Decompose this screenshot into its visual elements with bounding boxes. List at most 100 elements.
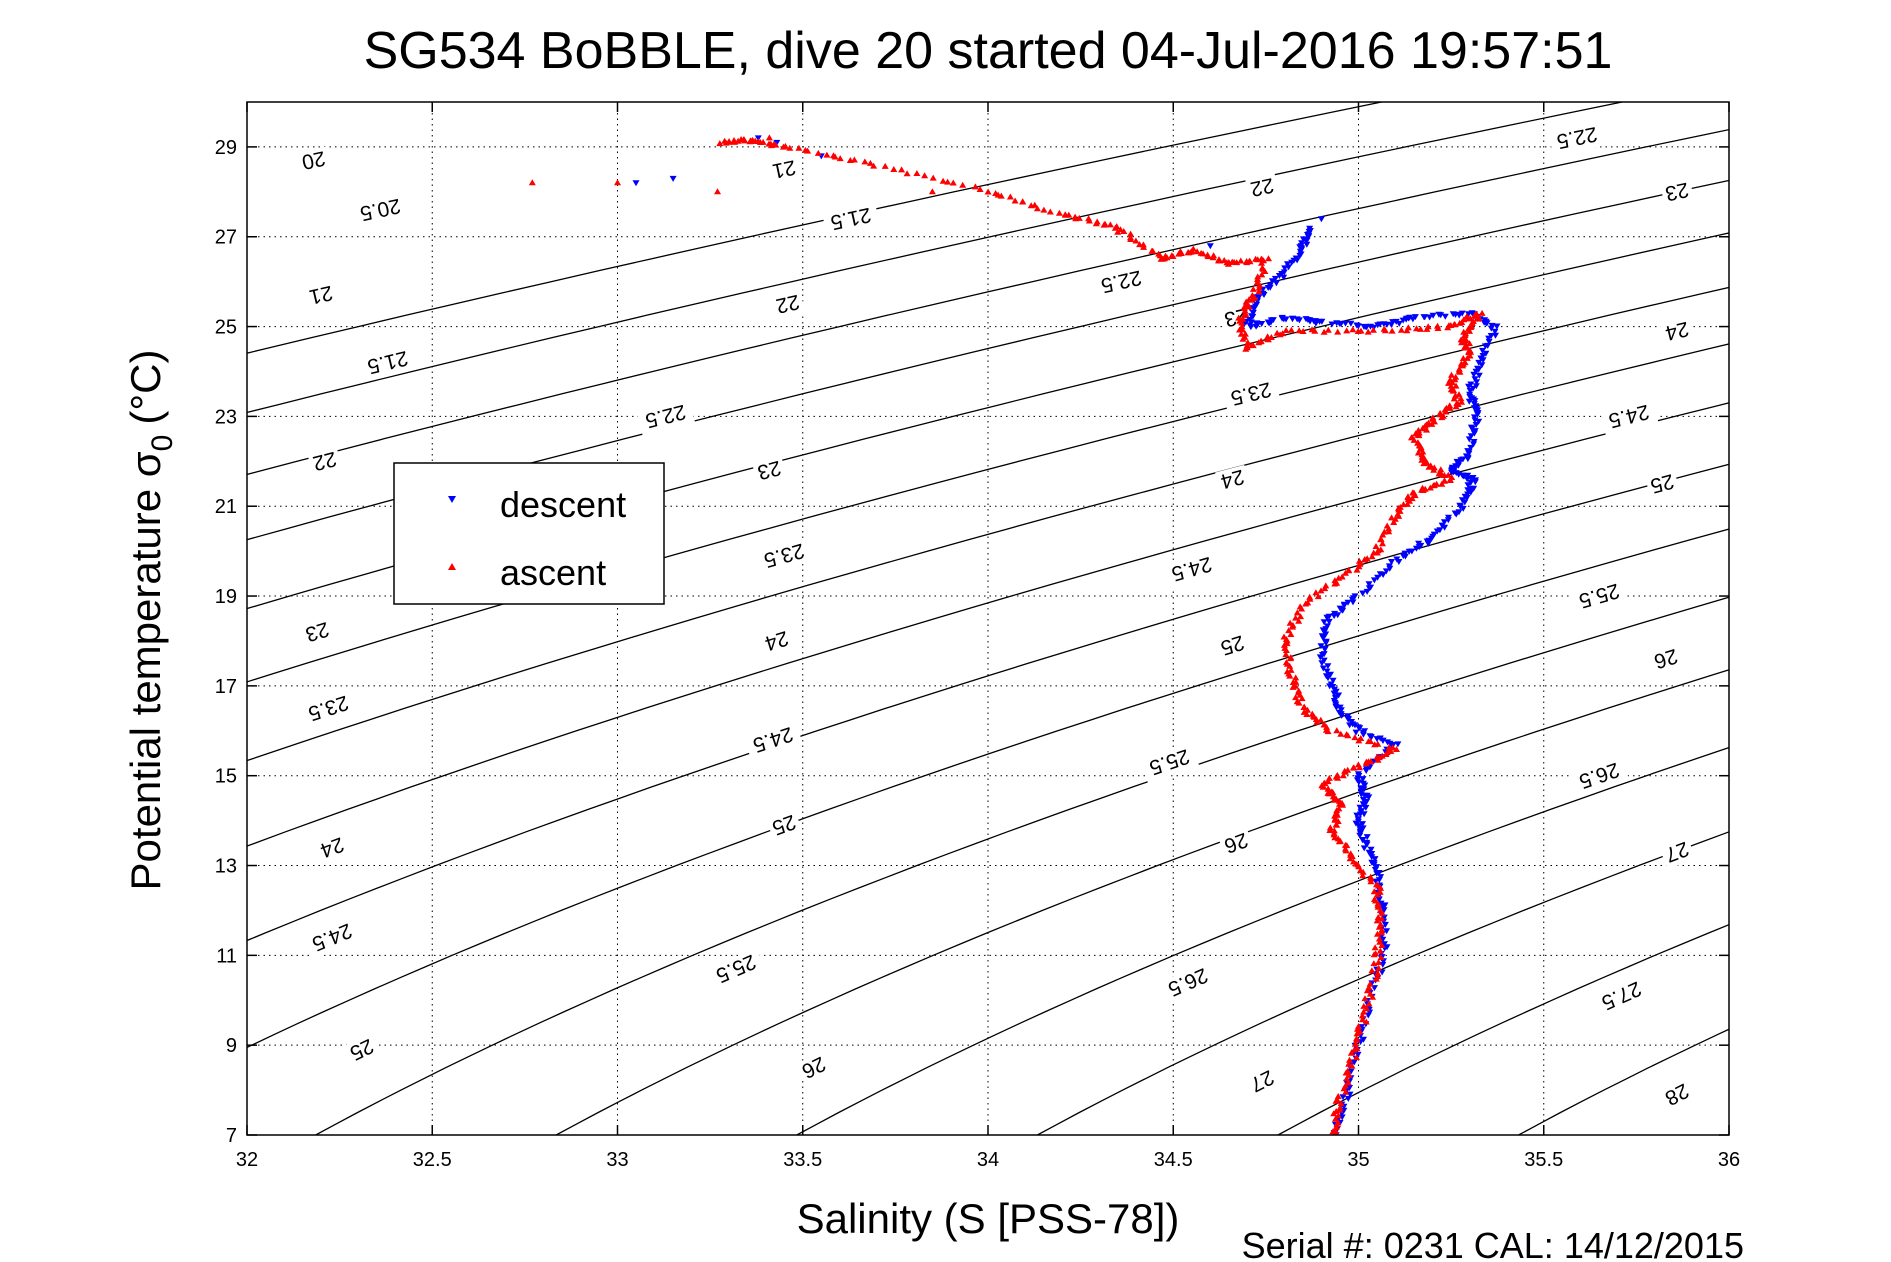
ascent-marker xyxy=(1120,228,1128,234)
descent-marker xyxy=(1455,509,1463,516)
ascent-marker xyxy=(1362,1018,1370,1025)
ascent-marker xyxy=(1255,288,1263,295)
ascent-marker xyxy=(1410,489,1418,496)
descent-marker xyxy=(1284,261,1291,268)
axis-ticks: 32 32.5 33 33.5 34 34.5 35 35.5 36 7 9 11 13 15 17 19 21… xyxy=(215,102,1740,1171)
y-axis-title-main: Potential temperature σ xyxy=(122,451,169,890)
contour-label-backdrop xyxy=(1570,577,1629,617)
ascent-marker xyxy=(1363,555,1371,562)
ascent-marker xyxy=(1255,339,1263,346)
ascent-marker xyxy=(1404,493,1412,500)
ascent-marker xyxy=(1344,1067,1352,1074)
density-contour-label: 24 xyxy=(1659,317,1695,348)
density-contour-label: 20.5 xyxy=(351,193,410,229)
y-tick-label: 7 xyxy=(226,1125,237,1147)
descent-marker xyxy=(1380,914,1388,921)
ascent-marker xyxy=(1282,327,1290,333)
descent-marker xyxy=(1259,290,1267,297)
ascent-marker xyxy=(1296,603,1304,610)
ascent-marker xyxy=(1333,727,1341,734)
descent-marker xyxy=(1366,733,1374,740)
ascent-marker xyxy=(1373,881,1380,888)
ascent-marker xyxy=(1185,249,1193,256)
descent-marker xyxy=(1363,792,1371,799)
ascent-marker xyxy=(1220,257,1228,263)
descent-marker xyxy=(1485,338,1493,345)
descent-marker xyxy=(1272,280,1280,287)
descent-marker xyxy=(1475,359,1483,366)
density-contour-line xyxy=(555,669,1729,1135)
ascent-marker xyxy=(1304,706,1311,713)
descent-marker xyxy=(1324,663,1332,670)
contour-label-backdrop xyxy=(1214,630,1251,663)
descent-marker xyxy=(1401,550,1409,557)
ascent-marker xyxy=(1385,743,1393,750)
ascent-marker xyxy=(1276,331,1284,338)
ascent-marker xyxy=(1393,746,1400,752)
ascent-marker xyxy=(1326,824,1334,831)
ascent-marker xyxy=(1297,613,1304,620)
ascent-marker xyxy=(1452,382,1460,389)
descent-marker xyxy=(1381,902,1389,909)
descent-marker xyxy=(1249,309,1257,316)
ascent-marker xyxy=(898,166,906,173)
ascent-marker xyxy=(1375,959,1382,965)
descent-marker xyxy=(1271,275,1279,282)
ascent-marker xyxy=(1408,434,1416,441)
x-tick-label: 32 xyxy=(236,1149,258,1171)
ascent-marker xyxy=(1337,730,1345,737)
ascent-marker xyxy=(1289,679,1297,685)
ascent-marker xyxy=(1333,771,1341,778)
ascent-marker xyxy=(928,188,936,195)
ascent-marker xyxy=(1377,954,1385,961)
ascent-marker xyxy=(1455,391,1463,398)
ascent-marker xyxy=(1350,764,1357,771)
ascent-marker xyxy=(1334,1093,1342,1099)
x-tick-label: 34.5 xyxy=(1154,1149,1193,1171)
ascent-marker xyxy=(1456,319,1464,326)
contour-label-backdrop xyxy=(1659,836,1696,870)
ascent-marker xyxy=(1383,522,1391,529)
ascent-marker xyxy=(1403,500,1411,507)
descent-marker xyxy=(1380,941,1388,948)
descent-marker xyxy=(1303,241,1311,248)
ascent-marker xyxy=(1438,480,1446,487)
ascent-marker xyxy=(1466,352,1474,359)
contour-label-backdrop xyxy=(766,809,803,843)
ascent-marker xyxy=(1414,439,1422,446)
contour-label-backdrop xyxy=(1140,743,1200,784)
descent-marker xyxy=(1360,324,1368,330)
y-tick-label: 23 xyxy=(215,406,237,428)
descent-marker xyxy=(1321,645,1329,652)
ascent-marker xyxy=(1298,695,1306,702)
ascent-marker xyxy=(1448,371,1455,378)
contour-label-backdrop xyxy=(706,948,767,992)
descent-marker xyxy=(1467,479,1475,486)
density-contour-line xyxy=(1277,924,1729,1135)
ascent-marker xyxy=(1345,566,1353,573)
ascent-marker xyxy=(1332,1127,1340,1134)
descent-marker xyxy=(1353,322,1361,329)
descent-marker xyxy=(1492,332,1499,339)
descent-marker xyxy=(1482,350,1490,357)
contour-label-text: 22 xyxy=(774,290,802,318)
contour-label-backdrop xyxy=(1158,961,1219,1006)
density-contour-line xyxy=(247,232,1729,610)
descent-marker xyxy=(1440,519,1448,526)
density-contour-label: 22 xyxy=(307,447,343,478)
ascent-marker xyxy=(814,149,822,156)
descent-marker xyxy=(1384,739,1391,746)
ascent-marker xyxy=(1369,326,1377,333)
descent-marker xyxy=(1255,294,1263,301)
y-tick-label: 11 xyxy=(216,945,237,967)
ascent-marker xyxy=(1388,327,1396,334)
contour-label-text: 22 xyxy=(310,447,338,475)
descent-marker xyxy=(1359,821,1366,828)
contour-label-backdrop xyxy=(304,281,339,312)
descent-marker xyxy=(1467,444,1475,451)
ascent-marker xyxy=(1433,480,1441,487)
ascent-marker xyxy=(1322,582,1330,589)
ascent-marker xyxy=(1356,867,1364,874)
descent-marker xyxy=(1421,314,1429,321)
ascent-marker xyxy=(1455,365,1463,372)
